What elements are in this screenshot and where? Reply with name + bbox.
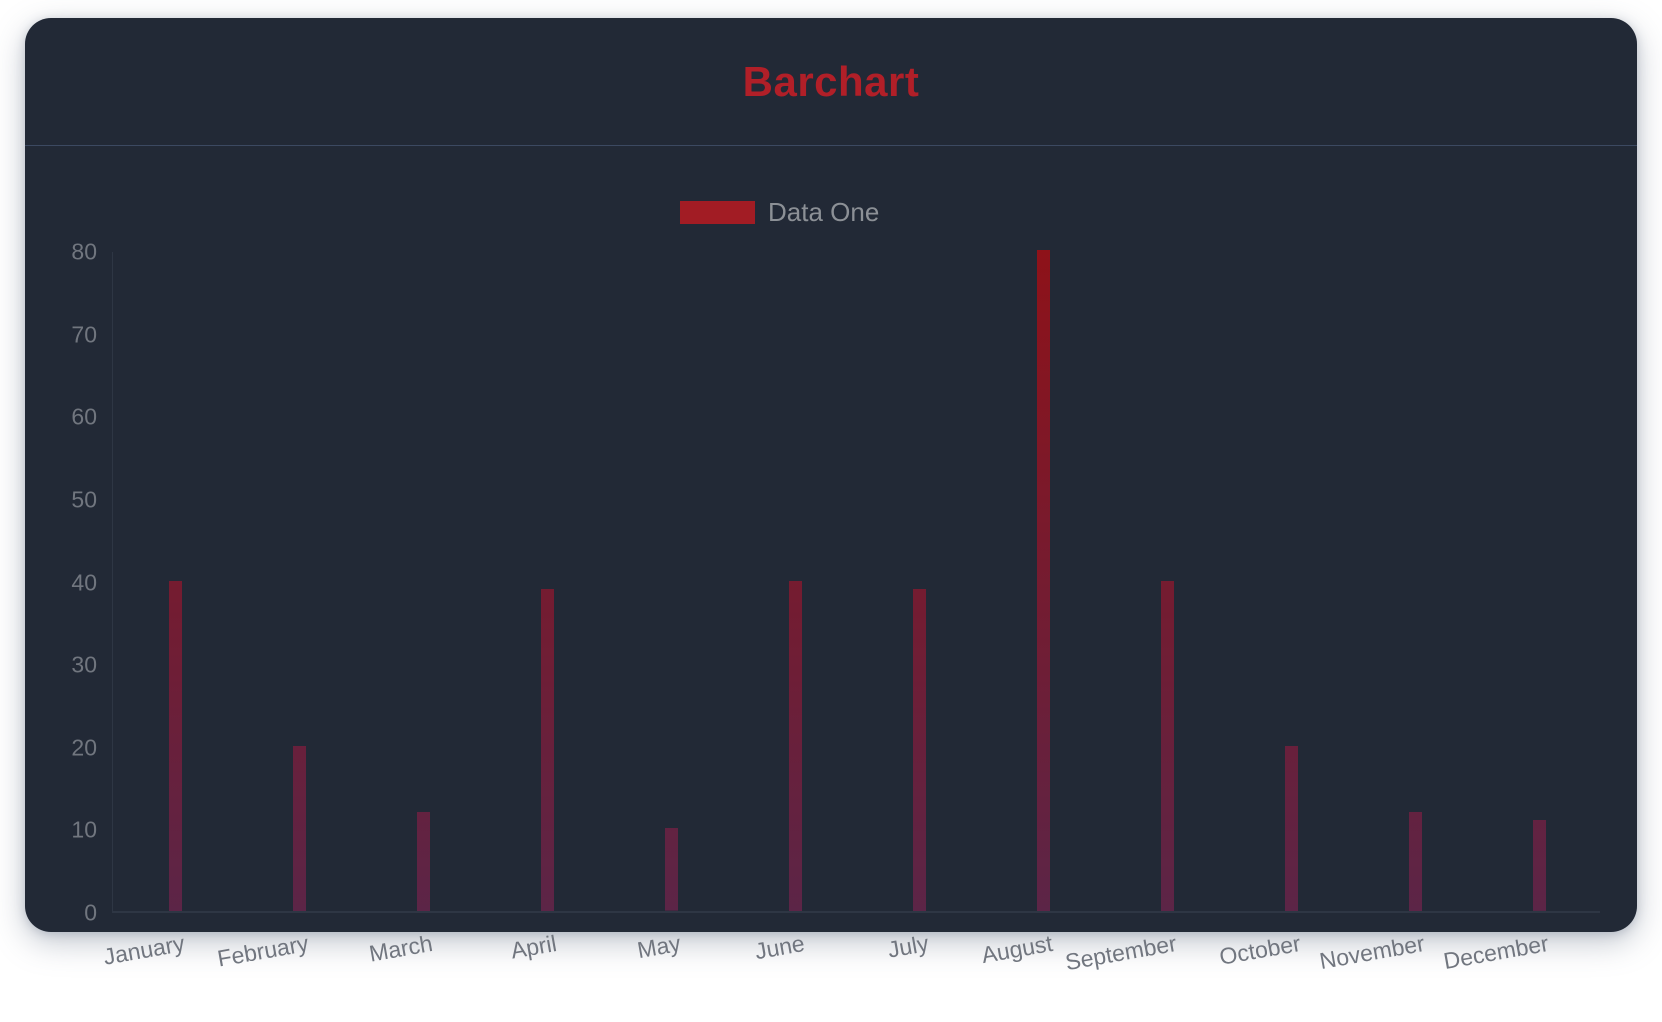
bar-august[interactable] [1036, 250, 1050, 911]
x-tick-label: November [1317, 930, 1427, 975]
y-tick-label: 20 [71, 734, 97, 761]
bar-april[interactable] [540, 588, 554, 911]
chart-header: Barchart [25, 18, 1637, 146]
bar-march[interactable] [416, 811, 430, 911]
bar-january[interactable] [168, 580, 182, 911]
legend: Data One [680, 197, 879, 228]
legend-swatch [680, 201, 755, 224]
bar-september[interactable] [1160, 580, 1174, 911]
bar-november[interactable] [1408, 811, 1422, 911]
y-tick-label: 70 [71, 321, 97, 348]
chart-card: Barchart Data One 0 10 20 30 40 50 60 70 80 Janu… [25, 18, 1637, 975]
legend-item[interactable]: Data One [680, 197, 879, 228]
x-tick-label: December [1441, 930, 1551, 975]
x-tick-label: September [1063, 930, 1179, 976]
page-title: Barchart [742, 57, 920, 105]
x-tick-label: January [101, 930, 187, 970]
y-tick-label: 0 [84, 899, 97, 926]
x-axis-labels: January February March April May June July Augu… [101, 930, 1600, 990]
bar-july[interactable] [912, 588, 926, 911]
x-tick-label: March [367, 930, 435, 967]
y-tick-label: 40 [71, 569, 97, 595]
legend-label: Data One [768, 197, 880, 227]
x-tick-label: February [215, 930, 311, 972]
x-tick-label: June [752, 930, 807, 965]
bar-october[interactable] [1284, 745, 1298, 911]
y-axis-ticks: 0 10 20 30 40 50 60 70 80 [25, 239, 97, 926]
x-tick-label: October [1217, 930, 1303, 970]
bar-february[interactable] [292, 745, 306, 911]
y-tick-label: 80 [71, 238, 97, 265]
y-tick-label: 30 [71, 651, 97, 678]
bar-june[interactable] [788, 580, 802, 911]
bar-may[interactable] [664, 828, 678, 911]
x-tick-label: April [508, 930, 559, 964]
x-tick-label: May [635, 930, 683, 964]
y-tick-label: 60 [71, 403, 97, 430]
y-tick-label: 10 [71, 816, 97, 843]
x-tick-label: August [979, 930, 1055, 969]
plot-area[interactable] [112, 250, 1600, 913]
y-tick-label: 50 [71, 486, 97, 513]
bar-december[interactable] [1532, 820, 1546, 911]
x-tick-label: July [885, 930, 931, 963]
